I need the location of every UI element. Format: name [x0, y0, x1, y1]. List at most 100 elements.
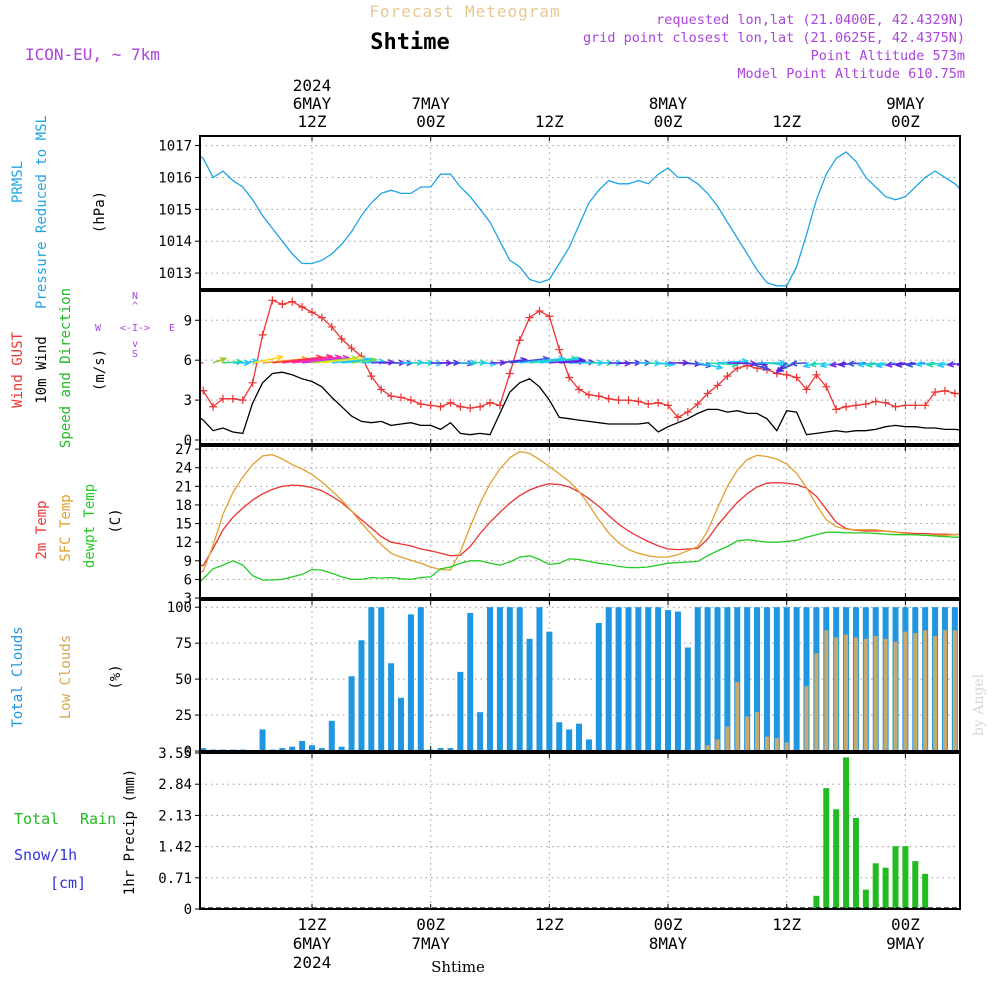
total-cloud-bar: [714, 607, 721, 751]
compass-h-arrows: <-I->: [120, 323, 150, 334]
precip-label-cm: [cm]: [50, 874, 86, 892]
total-cloud-bar: [546, 631, 553, 751]
wind-labels: Wind GUST 10m Wind Speed and Direction (…: [10, 288, 108, 448]
y-tick-label: 25: [175, 708, 192, 724]
top-time-label: 12Z: [772, 112, 801, 131]
total-cloud-bar: [763, 607, 770, 751]
wind-arrow: [158, 363, 184, 368]
bottom-time-label: 7MAY: [411, 934, 450, 953]
total-cloud-bar: [368, 607, 375, 751]
gust-marker: [446, 398, 455, 407]
wind-arrow: [969, 362, 985, 367]
gust-marker: [525, 313, 534, 322]
total-cloud-bar: [704, 607, 711, 751]
gust-marker: [931, 388, 940, 397]
compass-rose: W E <-I-> N ^ v S: [95, 291, 175, 360]
total-cloud-bar: [348, 676, 355, 751]
plot-area: [200, 450, 960, 583]
watermark: by Angel: [971, 673, 987, 736]
rain-bar: [872, 863, 879, 909]
top-time-label: 00Z: [416, 112, 445, 131]
total-cloud-bar: [734, 607, 741, 751]
total-cloud-bar: [783, 607, 790, 751]
precip-label-rain: Rain: [80, 810, 116, 828]
bottom-time-label: 00Z: [416, 915, 445, 934]
rain-bar: [813, 895, 820, 909]
bottom-time-label: 12Z: [298, 915, 327, 934]
gust-marker: [397, 393, 406, 402]
gust-marker: [891, 402, 900, 411]
gust-marker: [258, 330, 267, 339]
y-tick-label: 1014: [158, 234, 192, 250]
bottom-time-label: 12Z: [535, 915, 564, 934]
low-cloud-bar: [903, 631, 908, 751]
gust-marker: [940, 386, 949, 395]
total-cloud-bar: [585, 739, 592, 751]
gust-marker: [782, 370, 791, 379]
low-cloud-bar: [745, 716, 750, 751]
total-cloud-bar: [665, 610, 672, 751]
gust-marker: [535, 306, 544, 315]
total-cloud-bar: [457, 671, 464, 751]
pressure-unit: (hPa): [92, 191, 108, 233]
total-cloud-bar: [200, 748, 207, 751]
total-cloud-bar: [279, 748, 286, 751]
low-cloud-bar: [873, 635, 878, 751]
total-cloud-bar: [655, 607, 662, 751]
top-time-label: 00Z: [654, 112, 683, 131]
total-cloud-bar: [754, 607, 761, 751]
gust-marker: [624, 396, 633, 405]
y-tick-label: 9: [184, 554, 192, 570]
precip-label-total: Total: [14, 810, 59, 828]
total-cloud-bar: [605, 607, 612, 751]
rain-bar: [833, 809, 840, 909]
low-cloud-bar: [883, 638, 888, 751]
precip-label-snow: Snow/1h: [14, 846, 77, 864]
rain-bar: [843, 757, 850, 909]
plot-area: [158, 296, 985, 436]
low-cloud-bar: [804, 686, 809, 751]
total-cloud-bar: [467, 612, 474, 751]
wind-arrow: [956, 362, 960, 367]
low-cloud-bar: [834, 637, 839, 751]
total-cloud-bar: [309, 745, 315, 751]
plot-area: [200, 607, 958, 751]
low-cloud-bar: [844, 634, 849, 751]
top-time-label: 7MAY: [411, 94, 450, 113]
wind-arrow: [946, 361, 960, 368]
precip-labels: Total Rain Snow/1h [cm] 1hr Precip (mm): [14, 769, 138, 895]
gust-marker: [881, 398, 890, 407]
gust-marker: [278, 300, 287, 309]
total-cloud-bar: [556, 722, 563, 751]
y-tick-label: 1.42: [158, 840, 192, 856]
compass-s: S: [132, 349, 138, 360]
gust-marker: [664, 401, 673, 410]
wind-arrow: [856, 361, 876, 368]
model-name: ICON-EU, ~ 7km: [25, 45, 160, 64]
total-cloud-bar: [407, 614, 414, 751]
y-tick-label: 1016: [158, 170, 192, 186]
low-cloud-bar: [784, 742, 789, 751]
total-cloud-bar: [645, 607, 652, 751]
temp-label-sfc: SFC Temp: [58, 494, 74, 561]
gust-marker: [871, 397, 880, 406]
wind-arrow: [252, 354, 285, 364]
pressure-panel: 1013 1014 1015 1016 1017: [158, 135, 961, 290]
gust-marker: [228, 394, 237, 403]
y-tick-label: 3.55: [158, 746, 192, 762]
y-tick-label: 9: [184, 313, 192, 329]
top-time-label: 12Z: [298, 112, 327, 131]
gust-marker: [683, 408, 692, 417]
gust-marker: [308, 308, 316, 317]
wind-arrow: [829, 361, 847, 368]
y-tick-label: 24: [175, 461, 192, 477]
rain-bar: [922, 873, 929, 909]
gust-marker: [842, 402, 851, 411]
temp-2m-line: [200, 481, 960, 567]
total-cloud-bar: [674, 611, 681, 751]
total-cloud-bar: [536, 607, 543, 751]
y-tick-label: 0: [184, 433, 192, 449]
gust-marker: [209, 402, 218, 411]
wind-arrow: [746, 362, 771, 371]
top-time-label: 2024: [293, 76, 332, 95]
